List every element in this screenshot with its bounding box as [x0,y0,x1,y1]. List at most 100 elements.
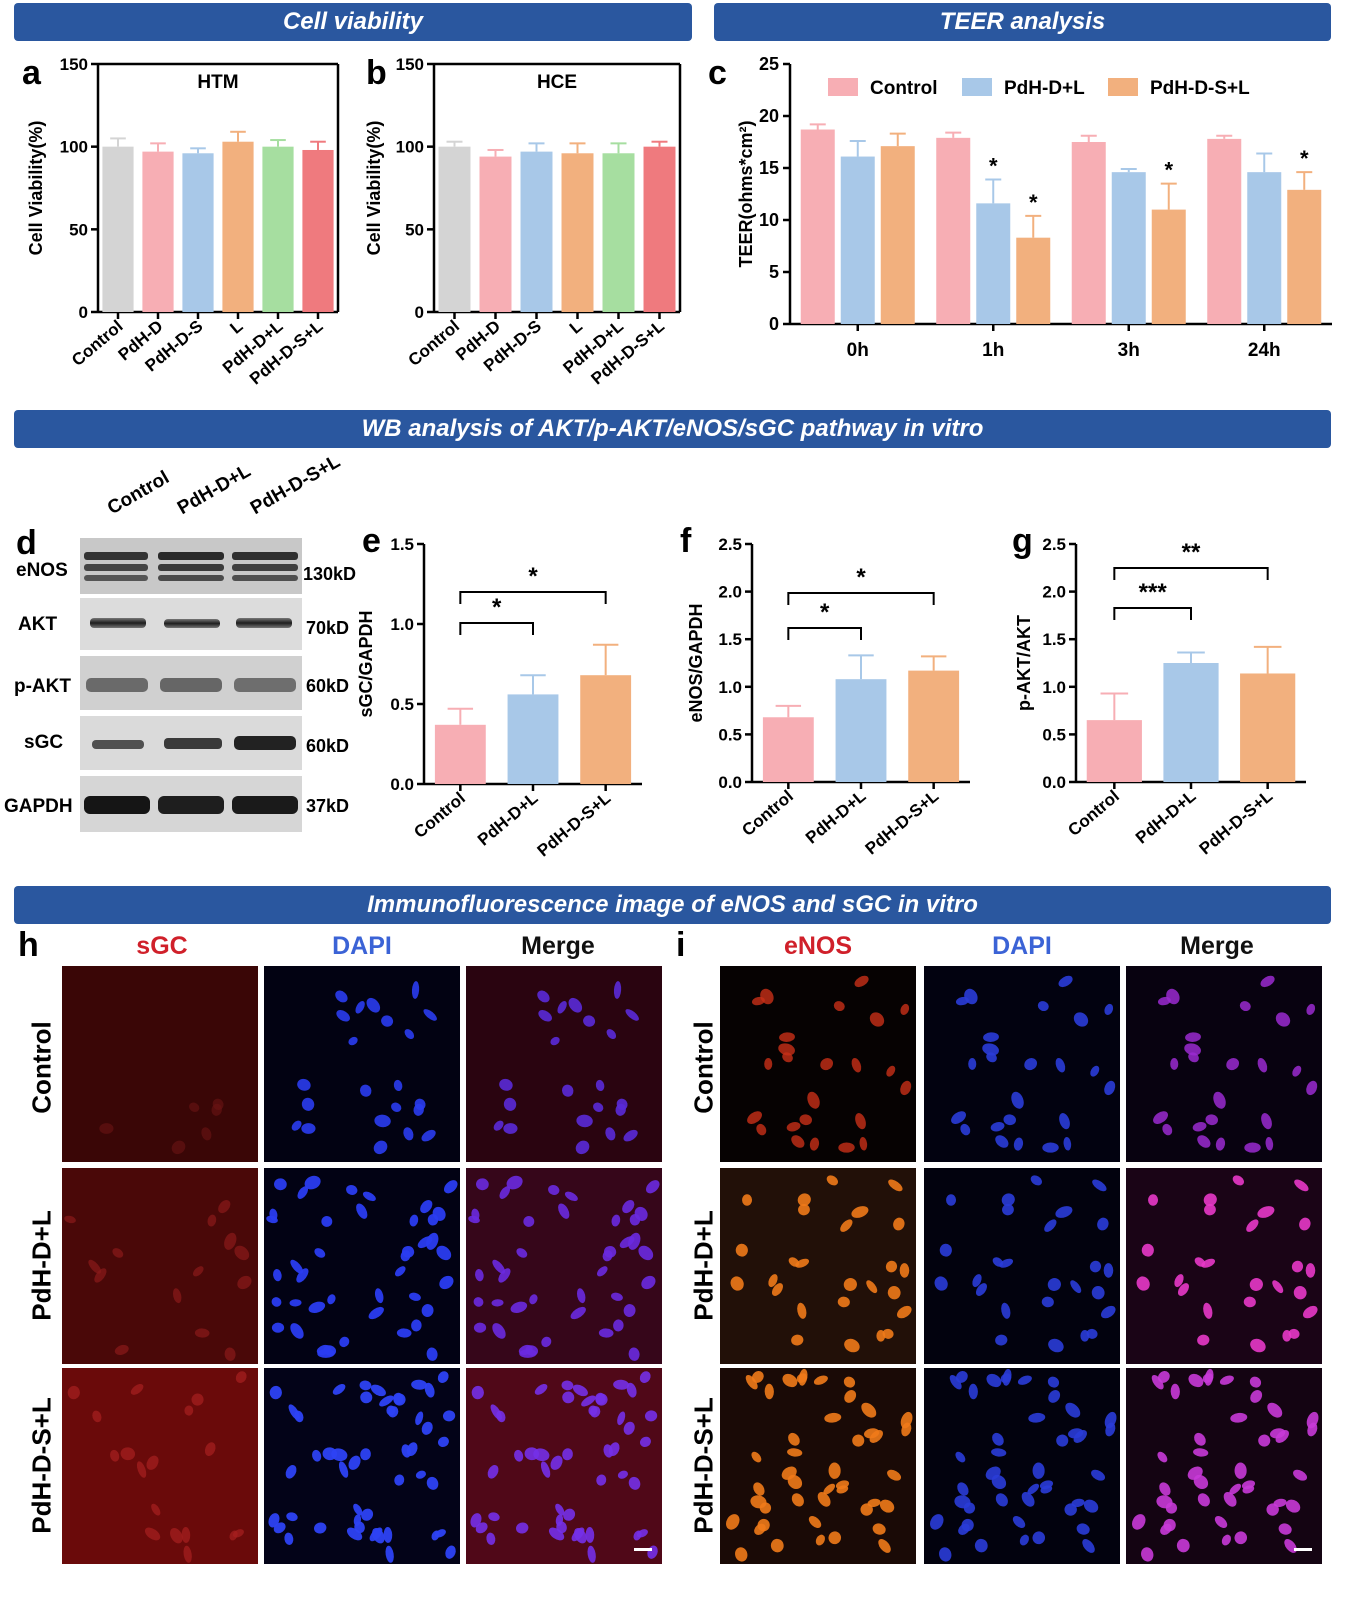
cell-nucleus [1229,1483,1242,1495]
cell-nucleus [1197,1334,1210,1346]
cell-nucleus [207,1214,217,1227]
cell-nucleus [94,1268,107,1283]
cell-nucleus [851,1206,869,1218]
legend-swatch [1108,78,1138,96]
y-tick-label: 1.5 [1042,630,1066,649]
cell-nucleus [1091,1285,1105,1300]
cell-nucleus [301,1123,316,1134]
cell-nucleus [562,1391,575,1404]
cell-nucleus [1151,1374,1164,1390]
bar [561,153,594,312]
x-tick-label: Control [405,317,464,370]
cell-nucleus [882,1328,894,1339]
cell-nucleus [1089,1260,1102,1273]
cell-nucleus [807,1091,820,1109]
cell-nucleus [975,1283,987,1296]
cell-nucleus [426,1347,438,1361]
bar [262,146,294,312]
cell-nucleus [634,1206,648,1221]
cell-nucleus [1073,1012,1089,1027]
cell-nucleus [1194,1257,1206,1267]
cell-nucleus [171,1140,186,1155]
cell-nucleus [1002,1368,1012,1386]
bar [102,146,134,312]
if-image [924,1168,1120,1364]
bar [434,724,486,784]
cell-nucleus [1306,1080,1318,1096]
bar [835,679,887,782]
cell-nucleus [756,1123,767,1136]
cell-nucleus [1097,1217,1109,1231]
y-tick-label: 0.0 [1042,773,1066,792]
cell-nucleus [872,1523,886,1535]
cell-nucleus [144,1527,161,1541]
panel-letter-b: b [366,54,387,92]
cell-nucleus [1244,1142,1261,1153]
cell-nucleus [172,1288,182,1304]
bar [800,129,835,324]
cell-nucleus [1185,1032,1201,1042]
cell-nucleus [1203,1302,1213,1319]
cell-nucleus [826,1175,838,1186]
cell-nucleus [1056,1434,1069,1447]
cell-nucleus [368,1306,384,1320]
if-i-row-title: PdH-D-S+L [688,1397,719,1534]
y-tick-label: 150 [60,55,88,74]
cell-nucleus [146,1455,159,1470]
cell-nucleus [836,1485,849,1494]
cell-nucleus [269,1208,278,1221]
cell-nucleus [1170,1383,1180,1400]
cell-nucleus [742,1194,753,1206]
y-tick-label: 2.0 [718,583,742,602]
x-tick-label: Control [738,787,797,840]
cell-nucleus [570,1306,586,1320]
if-image [264,1168,460,1364]
bar [1016,237,1051,324]
cell-nucleus [623,1129,638,1142]
cell-nucleus [218,1200,231,1214]
wb-size-label: 70kD [306,618,350,638]
cell-nucleus [561,1380,574,1391]
cell-nucleus [860,1503,873,1516]
bar [1086,720,1142,782]
cell-nucleus [558,1203,570,1219]
if-image [466,1168,662,1364]
cell-nucleus [1193,1448,1209,1457]
cell-nucleus [596,1474,607,1486]
cell-nucleus [284,1532,294,1545]
significance-label: * [1300,146,1309,171]
x-tick-label: 24h [1248,340,1281,361]
cell-nucleus [1205,1114,1218,1126]
cell-nucleus [271,1297,282,1307]
cell-nucleus [982,1043,999,1056]
cell-nucleus [338,1461,349,1478]
cell-nucleus [1044,1219,1057,1232]
cell-nucleus [1250,1338,1266,1353]
cell-nucleus [1272,1280,1284,1294]
bar [507,694,559,784]
cell-nucleus [791,1135,805,1148]
if-image-background [62,1368,258,1564]
if-image [62,1368,258,1564]
cell-nucleus [411,981,420,999]
cell-nucleus [1230,1412,1248,1423]
cell-nucleus [443,1180,458,1194]
cell-nucleus [332,1383,346,1395]
cell-nucleus [1047,1376,1060,1388]
cell-nucleus [439,1275,454,1290]
cell-nucleus [271,1322,285,1333]
cell-nucleus [901,1422,912,1437]
significance-label: * [1164,158,1173,183]
cell-nucleus [798,1204,810,1216]
bar [1071,142,1106,324]
cell-nucleus [797,1302,807,1319]
x-tick-label: PdH-D-S+L [862,787,943,859]
cell-nucleus [514,1449,524,1462]
cell-nucleus [1017,1375,1032,1385]
y-tick-label: 0 [415,303,424,322]
cell-nucleus [385,1545,394,1563]
cell-nucleus [1223,1492,1237,1507]
cell-nucleus [1048,1338,1064,1353]
x-tick-label: 3h [1118,340,1140,361]
